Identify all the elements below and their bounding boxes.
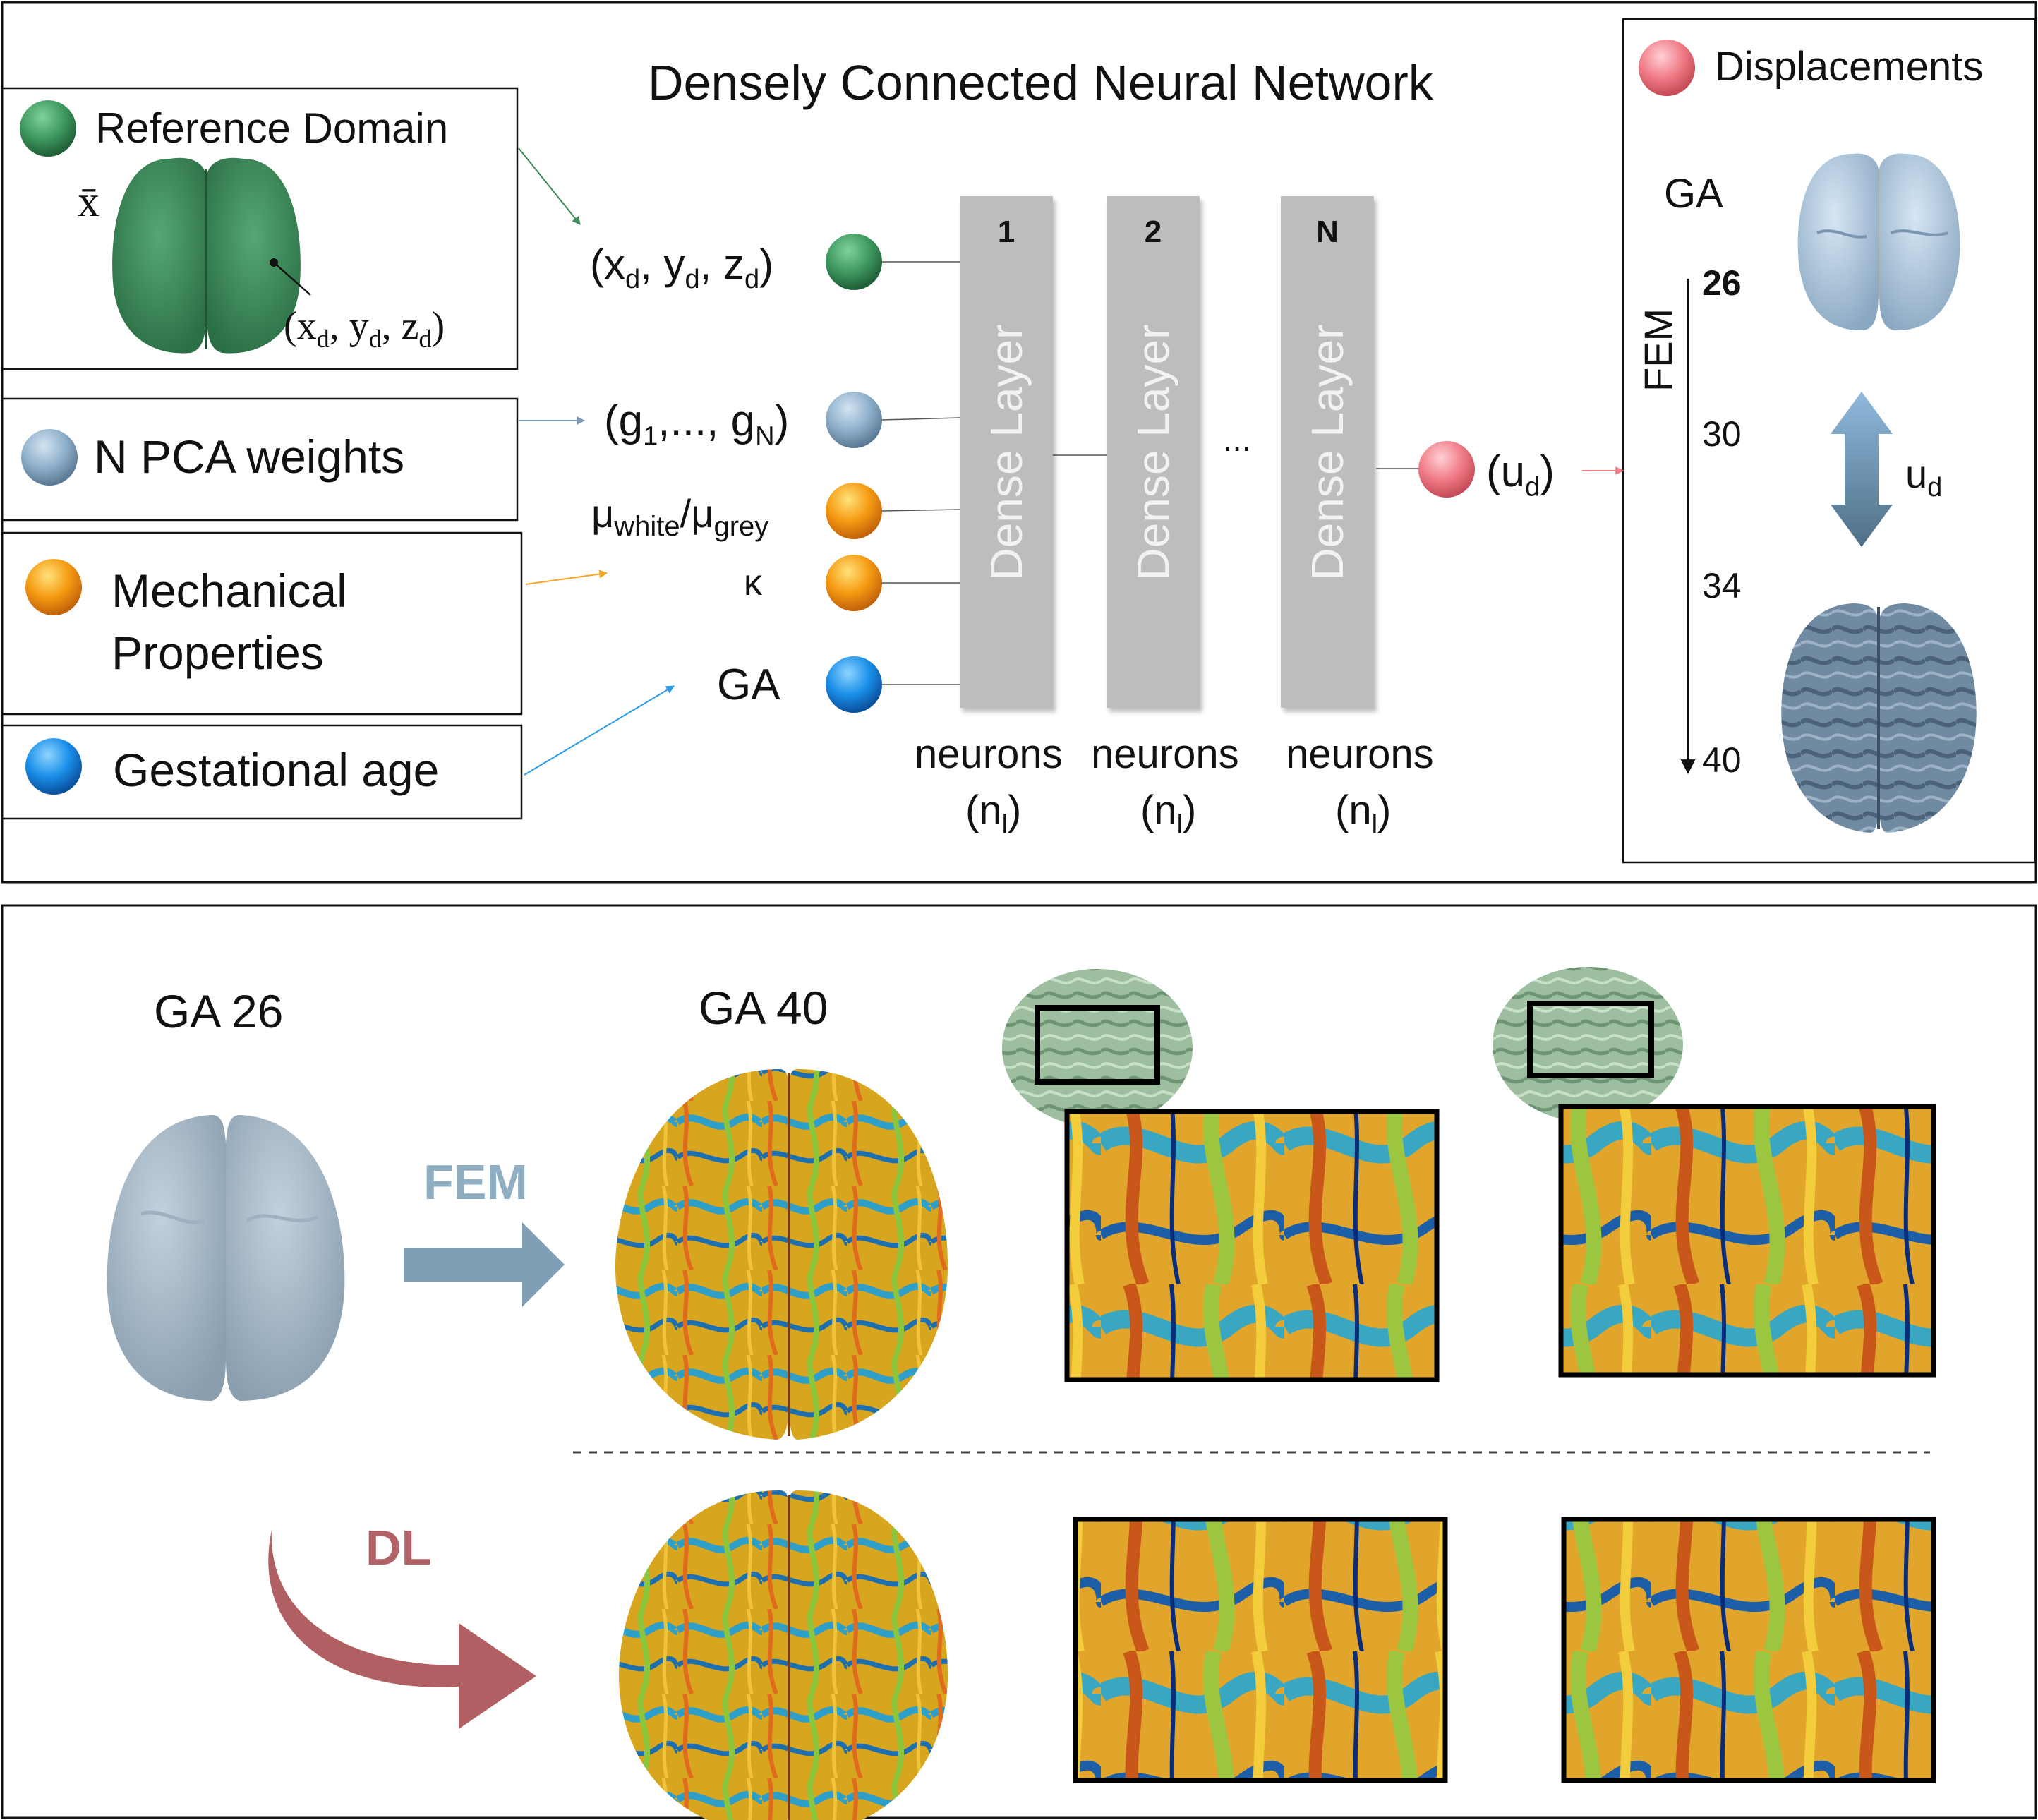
- layer-1-label: Dense Layer: [981, 324, 1032, 580]
- x-bar-label: x̄: [78, 178, 100, 226]
- reference-domain-label: Reference Domain: [95, 104, 449, 152]
- layer-n-number: N: [1316, 215, 1339, 249]
- bottom-panel-border: [1, 904, 2037, 1819]
- output-red-sphere: [1418, 441, 1475, 498]
- ga40-label: GA 40: [699, 982, 828, 1034]
- input-connectors: [881, 261, 1452, 685]
- layer-2-nl: (nl): [1140, 788, 1197, 840]
- layers-ellipsis: ...: [1223, 421, 1252, 459]
- ga26-brain: [107, 1115, 345, 1401]
- reference-domain-brain: [112, 157, 311, 354]
- legend-orange-sphere: [25, 559, 82, 615]
- layer-n-nl: (nl): [1335, 788, 1392, 840]
- input-green-sphere: [826, 234, 882, 290]
- input-kappa-label: κ: [744, 562, 762, 603]
- fem-vertical-label: FEM: [1636, 308, 1680, 392]
- zoom-dl-1: [1073, 1517, 1448, 1783]
- dense-layer-2: 2 Dense Layer: [1107, 196, 1200, 708]
- legend-bluegray-sphere: [21, 429, 78, 486]
- legend-green-sphere: [20, 100, 76, 157]
- output-label: (ud): [1486, 447, 1555, 502]
- pca-weights-label: N PCA weights: [94, 430, 405, 483]
- dl-brain: [618, 1490, 948, 1820]
- ga26-label: GA 26: [154, 985, 284, 1037]
- fem-arrow: [404, 1222, 565, 1307]
- mechanical-line1: Mechanical: [111, 565, 347, 617]
- tick-26: 26: [1702, 263, 1742, 303]
- fem-bottom-label: FEM: [423, 1155, 528, 1210]
- input-coords-label: (xd, yd, zd): [590, 241, 774, 294]
- ga-box: [1, 724, 523, 820]
- network-title: Densely Connected Neural Network: [648, 55, 1433, 110]
- displacements-sphere: [1639, 40, 1695, 96]
- pca-box: [1, 397, 519, 522]
- displacements-box: [1622, 18, 2037, 864]
- displacements-ga-label: GA: [1664, 171, 1723, 217]
- mechanical-box: [1, 531, 523, 716]
- displacements-title: Displacements: [1715, 44, 1984, 90]
- input-blue-sphere: [826, 656, 882, 713]
- zoom-dl-2: [1561, 1517, 1936, 1783]
- dl-arrow: [268, 1530, 536, 1729]
- arrow-orange: [525, 569, 608, 585]
- layer-2-number: 2: [1144, 215, 1162, 249]
- layer-2-label: Dense Layer: [1128, 324, 1178, 580]
- layer-2-neurons: neurons: [1091, 731, 1239, 777]
- mechanical-line2: Properties: [111, 627, 324, 679]
- thumb-brain-2: [1493, 967, 1683, 1122]
- point-coords-label: (xd, yd, zd): [284, 304, 445, 354]
- displacement-brain-smooth: [1797, 153, 1960, 331]
- input-bluegray-sphere: [826, 392, 882, 448]
- layer-1-number: 1: [997, 215, 1015, 249]
- layer-1-neurons: neurons: [915, 731, 1063, 777]
- arrow-blue: [524, 685, 675, 776]
- legend-blue-sphere: [25, 738, 82, 795]
- tick-30: 30: [1702, 414, 1742, 454]
- dense-layer-n: N Dense Layer: [1281, 196, 1374, 708]
- gestational-age-label: Gestational age: [113, 744, 440, 796]
- input-pca-label: (g1,..., gN): [604, 397, 790, 452]
- zoom-fem-2: [1558, 1104, 1936, 1378]
- zoom-fem-1: [1064, 1109, 1440, 1382]
- input-orange-sphere-kappa: [826, 555, 882, 611]
- input-orange-sphere-mu: [826, 483, 882, 539]
- tick-34: 34: [1702, 566, 1742, 605]
- layer-n-neurons: neurons: [1286, 731, 1434, 777]
- tick-40: 40: [1702, 740, 1742, 780]
- displacement-brain-folded: [1781, 603, 1977, 833]
- layer-n-label: Dense Layer: [1302, 324, 1353, 580]
- arrow-green: [518, 147, 581, 225]
- ga40-fem-brain: [615, 1069, 948, 1440]
- input-ga-label: GA: [717, 661, 780, 709]
- dl-bottom-label: DL: [366, 1520, 432, 1575]
- layer-1-nl: (nl): [965, 788, 1022, 840]
- thumb-brain-1: [1002, 969, 1193, 1127]
- ud-double-arrow: [1831, 392, 1893, 547]
- reference-domain-box: [1, 87, 519, 370]
- ud-label: ud: [1905, 452, 1943, 503]
- input-mu-label: μwhite/μgrey: [591, 491, 769, 543]
- dense-layer-1: 1 Dense Layer: [960, 196, 1053, 708]
